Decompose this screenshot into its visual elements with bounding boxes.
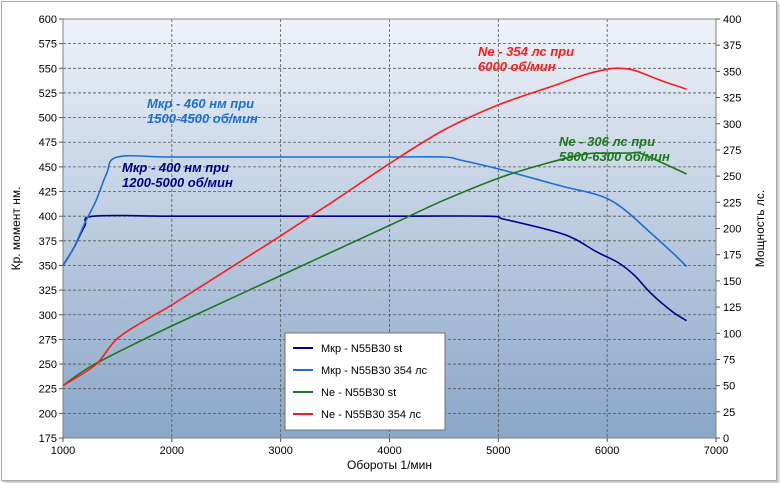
y-left-tick-label: 375 [39, 236, 57, 248]
y-right-tick-label: 325 [723, 93, 741, 105]
y-left-tick-label: 450 [39, 162, 57, 174]
annotation-line: Ne - 354 лс при [478, 44, 574, 59]
y-left-tick-label: 300 [39, 310, 57, 322]
y-right-tick-label: 175 [723, 250, 741, 262]
legend-label: Мкр - N55B30 354 лс [321, 365, 428, 377]
y-right-tick-label: 275 [723, 145, 741, 157]
y-right-tick-label: 25 [723, 407, 735, 419]
y-right-tick-label: 125 [723, 302, 741, 314]
x-tick-label: 4000 [377, 445, 401, 457]
y-right-tick-label: 75 [723, 354, 735, 366]
x-tick-label: 7000 [704, 445, 728, 457]
tick-labels: 1000 2000 3000 4000 5000 6000 7000175200225250… [39, 14, 742, 457]
series-line-ne-st [62, 151, 687, 387]
annotation-line: 6000 об/мин [478, 59, 556, 74]
annotation-line: 1500-4500 об/мин [147, 111, 258, 126]
series-line-mkr-st [62, 214, 688, 322]
y-left-tick-label: 325 [39, 285, 57, 297]
x-axis-title: Обороты 1/мин [347, 458, 432, 472]
y-axis-left-title: Кр. момент нм. [9, 187, 23, 271]
legend-label: Ne - N55B30 st [321, 387, 396, 399]
x-tick-label: 5000 [486, 445, 510, 457]
y-left-tick-label: 525 [39, 88, 57, 100]
x-tick-label: 2000 [160, 445, 184, 457]
y-left-tick-label: 500 [39, 113, 57, 125]
y-right-tick-label: 350 [723, 66, 741, 78]
y-left-tick-label: 225 [39, 384, 57, 396]
y-left-tick-label: 575 [39, 39, 57, 51]
y-left-tick-label: 600 [39, 14, 57, 26]
y-left-tick-label: 350 [39, 260, 57, 272]
y-left-tick-label: 250 [39, 359, 57, 371]
legend: Мкр - N55B30 st Мкр - N55B30 354 лс Ne - N… [284, 332, 446, 431]
y-left-tick-label: 400 [39, 211, 57, 223]
series-lines [62, 67, 688, 387]
y-left-tick-label: 550 [39, 63, 57, 75]
y-left-tick-label: 175 [39, 433, 57, 445]
y-right-tick-label: 100 [723, 328, 741, 340]
annotation-line: 1200-5000 об/мин [122, 175, 233, 190]
y-right-tick-label: 50 [723, 381, 735, 393]
x-tick-label: 3000 [268, 445, 292, 457]
y-left-tick-label: 200 [39, 408, 57, 420]
y-right-tick-label: 300 [723, 119, 741, 131]
annotation-line: Ne - 306 лс при [559, 134, 655, 149]
annotation-line: Мкр - 400 нм при [122, 160, 229, 175]
x-tick-label: 6000 [595, 445, 619, 457]
annotation-line: 5800-6300 об/мин [559, 149, 670, 164]
x-tick-label: 1000 [51, 445, 75, 457]
y-axis-right-title: Мощность лс. [753, 190, 767, 267]
y-left-tick-label: 275 [39, 334, 57, 346]
legend-label: Ne - N55B30 354 лс [321, 409, 421, 421]
series-line-mkr-354 [62, 154, 688, 268]
y-left-tick-label: 425 [39, 187, 57, 199]
y-right-tick-label: 250 [723, 171, 741, 183]
y-left-tick-label: 475 [39, 137, 57, 149]
series-line-ne-354 [62, 67, 687, 387]
y-right-tick-label: 375 [723, 40, 741, 52]
annotation-line: Мкр - 460 нм при [147, 96, 254, 111]
legend-label: Мкр - N55B30 st [321, 343, 402, 355]
y-right-tick-label: 225 [723, 197, 741, 209]
y-right-tick-label: 150 [723, 276, 741, 288]
y-right-tick-label: 0 [723, 433, 729, 445]
y-right-tick-label: 200 [723, 224, 741, 236]
y-right-tick-label: 400 [723, 14, 741, 26]
